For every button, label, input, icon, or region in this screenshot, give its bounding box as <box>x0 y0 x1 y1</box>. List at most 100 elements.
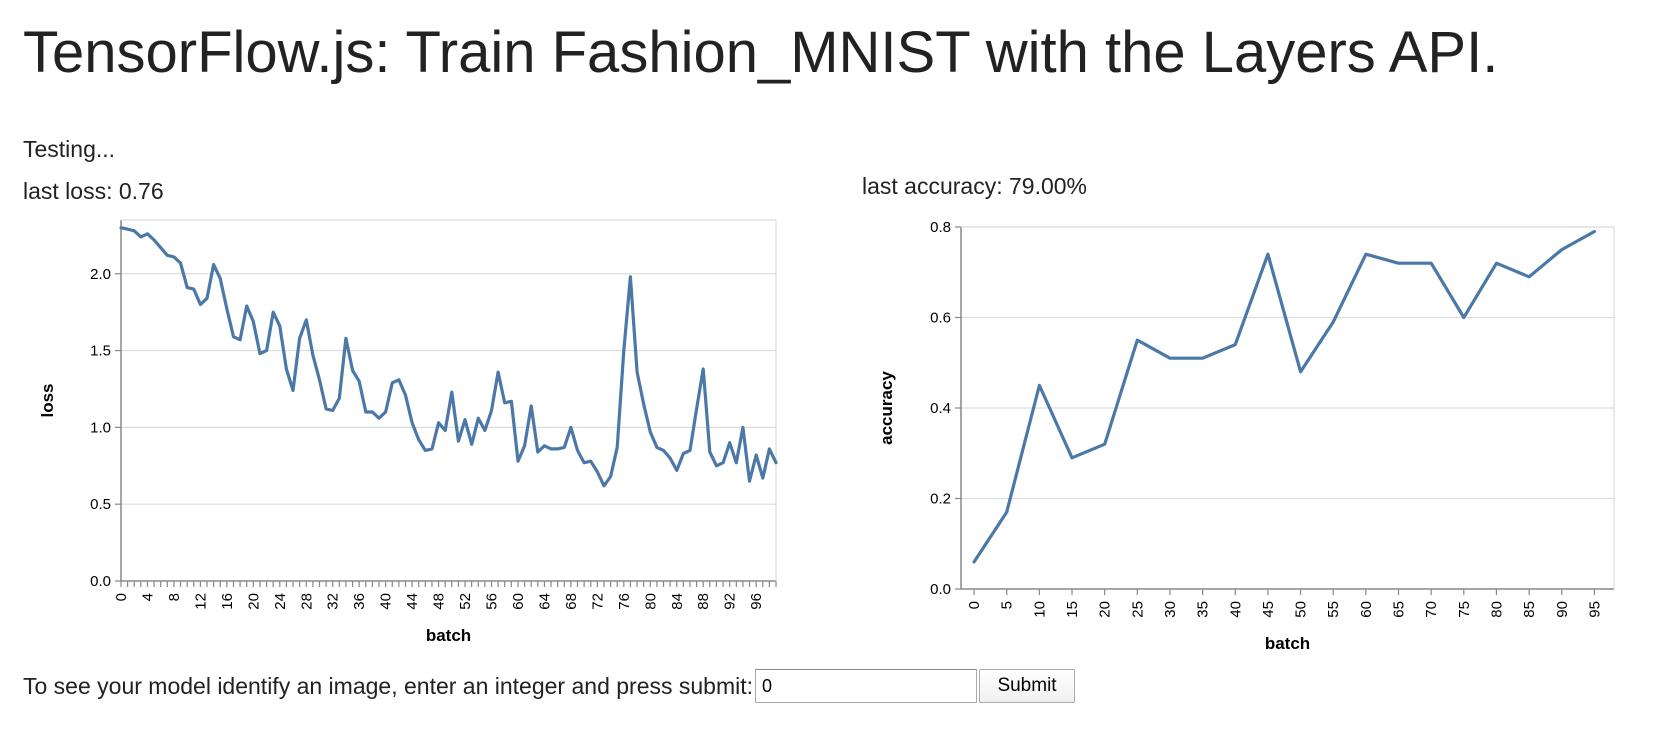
data-point <box>364 410 368 414</box>
data-point <box>390 381 394 385</box>
x-tick-label: 20 <box>1097 601 1114 618</box>
x-tick-label: 90 <box>1554 601 1571 618</box>
data-point <box>549 447 553 451</box>
data-point <box>1592 230 1596 234</box>
x-tick-label: 36 <box>351 593 368 610</box>
data-point <box>754 453 758 457</box>
data-point <box>1364 252 1368 256</box>
data-point <box>231 335 235 339</box>
data-point <box>152 238 156 242</box>
x-axis-title: batch <box>1265 634 1310 653</box>
data-point <box>516 459 520 463</box>
data-point <box>1168 356 1172 360</box>
data-point <box>218 276 222 280</box>
data-point <box>628 275 632 279</box>
x-tick-label: 96 <box>748 593 765 610</box>
data-point <box>708 450 712 454</box>
data-point <box>1070 456 1074 460</box>
x-tick-label: 50 <box>1293 601 1310 618</box>
data-point <box>370 410 374 414</box>
x-tick-label: 40 <box>1227 601 1244 618</box>
data-point <box>145 232 149 236</box>
data-point <box>1560 248 1564 252</box>
x-tick-label: 56 <box>484 593 501 610</box>
data-point <box>655 445 659 449</box>
data-point <box>1037 383 1041 387</box>
data-point <box>728 441 732 445</box>
x-tick-label: 4 <box>139 593 156 601</box>
data-point <box>622 349 626 353</box>
data-point <box>714 464 718 468</box>
data-point <box>609 475 613 479</box>
data-point <box>615 445 619 449</box>
data-point <box>317 378 321 382</box>
data-point <box>212 263 216 267</box>
data-point <box>1527 275 1531 279</box>
y-tick-label: 0.0 <box>90 573 111 590</box>
x-tick-label: 8 <box>166 593 183 601</box>
x-tick-label: 92 <box>722 593 739 610</box>
data-point <box>198 302 202 306</box>
data-point <box>291 389 295 393</box>
data-point <box>589 459 593 463</box>
last-loss-label: last loss: 0.76 <box>23 178 164 204</box>
series-line <box>119 226 778 488</box>
image-index-input[interactable] <box>755 669 978 703</box>
data-point <box>384 410 388 414</box>
data-point <box>602 484 606 488</box>
submit-button[interactable]: Submit <box>979 669 1076 703</box>
last-accuracy-label: last accuracy: 79.00% <box>862 173 1088 199</box>
data-point <box>430 447 434 451</box>
y-tick-label: 0.5 <box>90 496 111 513</box>
x-tick-label: 32 <box>325 593 342 610</box>
y-axis-title: loss <box>38 383 57 417</box>
data-point <box>529 404 533 408</box>
data-point <box>668 456 672 460</box>
data-point <box>569 425 573 429</box>
data-point <box>377 416 381 420</box>
x-tick-label: 28 <box>298 593 315 610</box>
x-tick-label: 10 <box>1031 601 1048 618</box>
x-tick-label: 16 <box>219 593 236 610</box>
x-tick-label: 0 <box>966 601 983 609</box>
x-tick-label: 84 <box>669 593 686 610</box>
data-point <box>635 370 639 374</box>
data-point <box>1266 252 1270 256</box>
data-point <box>271 310 275 314</box>
data-point <box>595 470 599 474</box>
data-point <box>523 444 527 448</box>
data-point <box>450 390 454 394</box>
x-tick-label: 75 <box>1456 601 1473 618</box>
data-point <box>1005 510 1009 514</box>
identify-image-form: To see your model identify an image, ent… <box>23 668 1076 704</box>
data-point <box>324 407 328 411</box>
x-tick-label: 95 <box>1586 601 1603 618</box>
x-tick-label: 60 <box>510 593 527 610</box>
data-point <box>403 393 407 397</box>
data-point <box>675 468 679 472</box>
data-point <box>185 286 189 290</box>
y-tick-label: 0.8 <box>930 219 951 236</box>
data-point <box>1201 356 1205 360</box>
data-point <box>1331 320 1335 324</box>
data-point <box>688 448 692 452</box>
data-point <box>298 336 302 340</box>
data-point <box>681 451 685 455</box>
data-point <box>1494 261 1498 265</box>
y-tick-label: 2.0 <box>90 266 111 283</box>
data-point <box>245 304 249 308</box>
data-point <box>536 450 540 454</box>
data-point <box>490 408 494 412</box>
data-point <box>205 296 209 300</box>
x-tick-label: 80 <box>1488 601 1505 618</box>
data-point <box>648 430 652 434</box>
y-tick-label: 1.0 <box>90 419 111 436</box>
y-tick-label: 0.4 <box>930 400 951 417</box>
data-point <box>741 425 745 429</box>
data-point <box>774 461 778 465</box>
data-point <box>357 379 361 383</box>
data-point <box>972 560 976 564</box>
data-point <box>410 421 414 425</box>
data-point <box>582 461 586 465</box>
status-text: Testing... <box>23 136 116 162</box>
